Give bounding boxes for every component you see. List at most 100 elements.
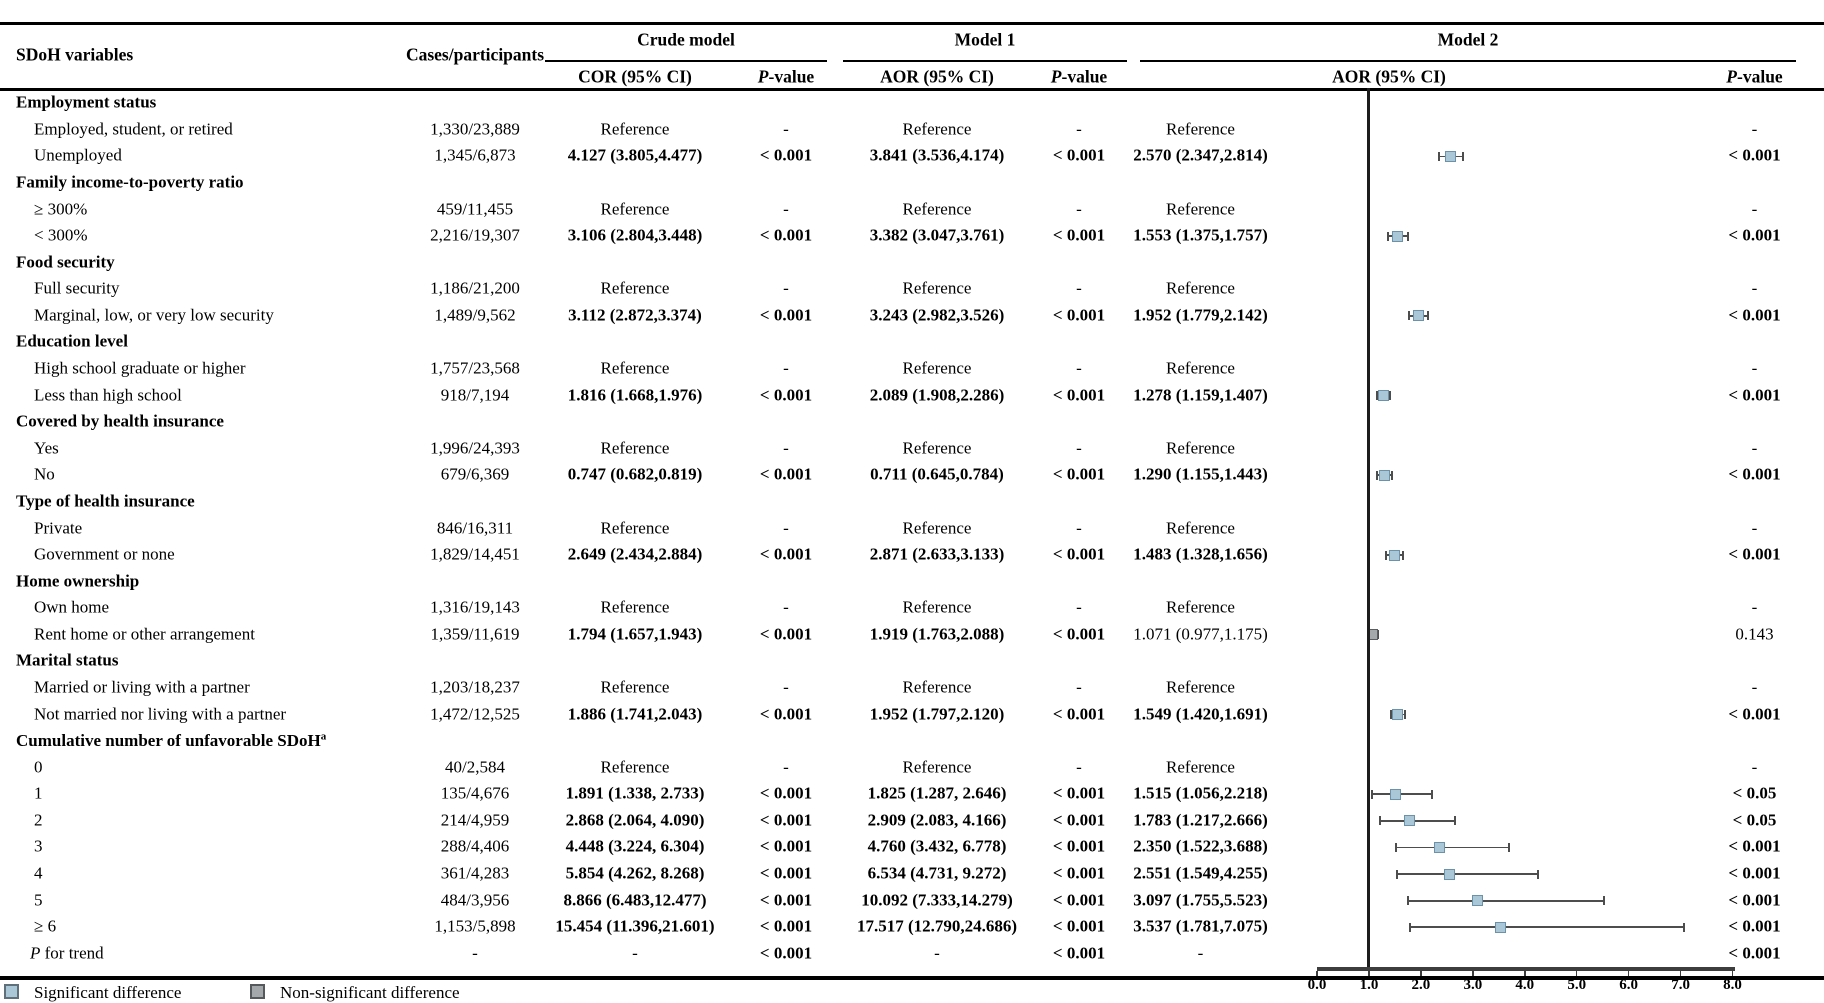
axis-tick-label: 7.0 [1671,977,1690,993]
cell-aor2: 2.570 (2.347,2.814) [1133,146,1268,166]
cell-variable: High school graduate or higher [34,358,246,378]
cell-p2: < 0.001 [1052,146,1106,166]
table-row: Employed, student, or retired 1,330/23,88… [0,117,1824,144]
table-row: Yes 1,996/24,393 Reference - Reference - Refer… [0,436,1824,463]
ci-cap [1462,151,1465,161]
cell-cases: 918/7,194 [440,385,510,405]
cell-p3: < 0.001 [1728,146,1781,166]
cell-cases: 1,359/11,619 [430,624,520,644]
cell-p3: < 0.001 [1728,464,1781,484]
cell-p3: < 0.001 [1728,863,1781,883]
cell-p3: < 0.001 [1728,704,1781,724]
ci-cap [1370,789,1373,799]
cell-aor1: 3.382 (3.047,3.761) [869,225,1005,245]
cell-variable: Private [34,518,83,538]
forest-marker [1391,709,1403,721]
cell-cor: 1.886 (1.741,2.043) [567,704,703,724]
table-row: P for trend - - < 0.001 - < 0.001 - < 0.001 [0,941,1824,968]
axis-tick [1368,971,1370,976]
table-row: Marital status [0,648,1824,675]
cell-cor: 15.454 (11.396,21.601) [555,916,715,936]
ci-cap [1395,842,1398,852]
cell-variable: Education level [16,332,128,352]
cell-p3: - [1751,438,1758,458]
table-row: Home ownership [0,568,1824,595]
cell-aor2: Reference [1166,597,1235,617]
reference-line [1367,88,1370,969]
cell-cor: 0.747 (0.682,0.819) [567,464,703,484]
cell-p3: - [1751,518,1758,538]
cell-variable: Unemployed [34,146,122,166]
cell-p2: - [1076,677,1082,697]
axis-tick-label: 4.0 [1515,977,1535,993]
cell-p1: - [783,199,789,219]
table-row: Married or living with a partner 1,203/18… [0,675,1824,702]
cell-variable: Married or living with a partner [34,677,250,697]
cell-cor: Reference [600,119,670,139]
table-row: ≥ 6 1,153/5,898 15.454 (11.396,21.601) < 0.… [0,914,1824,941]
cell-p3: < 0.001 [1728,916,1781,936]
forest-marker [1378,469,1390,481]
axis-tick-label: 5.0 [1567,977,1587,993]
cell-p2: < 0.001 [1052,225,1106,245]
cell-cor: Reference [600,438,670,458]
cell-p1: < 0.001 [759,837,813,857]
table-row: < 300% 2,216/19,307 3.106 (2.804,3.448) < 0… [0,223,1824,250]
forest-marker [1390,788,1402,800]
cell-cor: - [632,943,638,963]
cell-aor2: 2.350 (1.522,3.688) [1133,837,1268,857]
cell-p1: < 0.001 [759,385,813,405]
cell-variable: Employment status [16,92,157,112]
cell-p1: - [783,278,789,298]
cell-aor1: 0.711 (0.645,0.784) [870,464,1004,484]
cell-p2: < 0.001 [1052,863,1106,883]
cell-p3: < 0.001 [1728,890,1781,910]
cell-cor: Reference [600,199,670,219]
ci-errorbar [1408,899,1604,902]
cell-cor: 3.106 (2.804,3.448) [567,225,703,245]
ci-errorbar [1396,846,1509,849]
forest-marker [1404,815,1416,827]
cell-variable: Employed, student, or retired [34,119,233,139]
ci-cap [1407,896,1410,906]
table-row: Employment status [0,90,1824,117]
cell-aor1: 3.841 (3.536,4.174) [869,146,1005,166]
cell-variable: Cumulative number of unfavorable SDoHa [16,730,327,751]
cell-aor2: Reference [1166,438,1235,458]
ci-cap [1408,922,1411,932]
cell-p2: < 0.001 [1052,916,1106,936]
header-rule [0,88,1824,91]
table-row: ≥ 300% 459/11,455 Reference - Reference - Refe… [0,196,1824,223]
cell-p3: < 0.05 [1732,810,1777,830]
cell-variable: No [34,464,55,484]
ci-cap [1387,231,1390,241]
table-row: Family income-to-poverty ratio [0,170,1824,197]
cell-p2: - [1076,757,1082,777]
axis-tick-label: 0.0 [1307,977,1327,993]
ci-cap [1389,710,1392,720]
legend-swatch-nonsignificant [250,984,265,999]
axis-tick [1575,971,1578,976]
table-row: 3 288/4,406 4.448 (3.224, 6.304) < 0.001 4.7… [0,834,1824,861]
group-header-crude-model: Crude model [637,29,735,50]
cell-aor2: 1.290 (1.155,1.443) [1133,464,1268,484]
cell-aor1: Reference [902,438,972,458]
cell-variable: Government or none [34,544,175,564]
cell-aor1: 2.089 (1.908,2.286) [869,385,1005,405]
cell-cor: 8.866 (6.483,12.477) [563,890,707,910]
ci-cap [1602,896,1605,906]
axis-tick [1679,971,1682,976]
cell-cases: - [472,943,478,963]
cell-variable: Not married nor living with a partner [34,704,287,724]
pvalue-rest: -value [1737,66,1783,87]
cell-cases: 214/4,959 [440,810,510,830]
ci-cap [1379,816,1382,826]
cell-p1: < 0.001 [759,916,813,936]
cell-p1: - [783,438,789,458]
cell-p3: < 0.001 [1728,837,1781,857]
cell-cases: 1,345/6,873 [434,146,516,166]
table-body: Employment status Employed, student, or r… [0,90,1824,967]
cell-cases: 1,489/9,562 [434,305,516,325]
cell-cases: 1,757/23,568 [430,358,520,378]
